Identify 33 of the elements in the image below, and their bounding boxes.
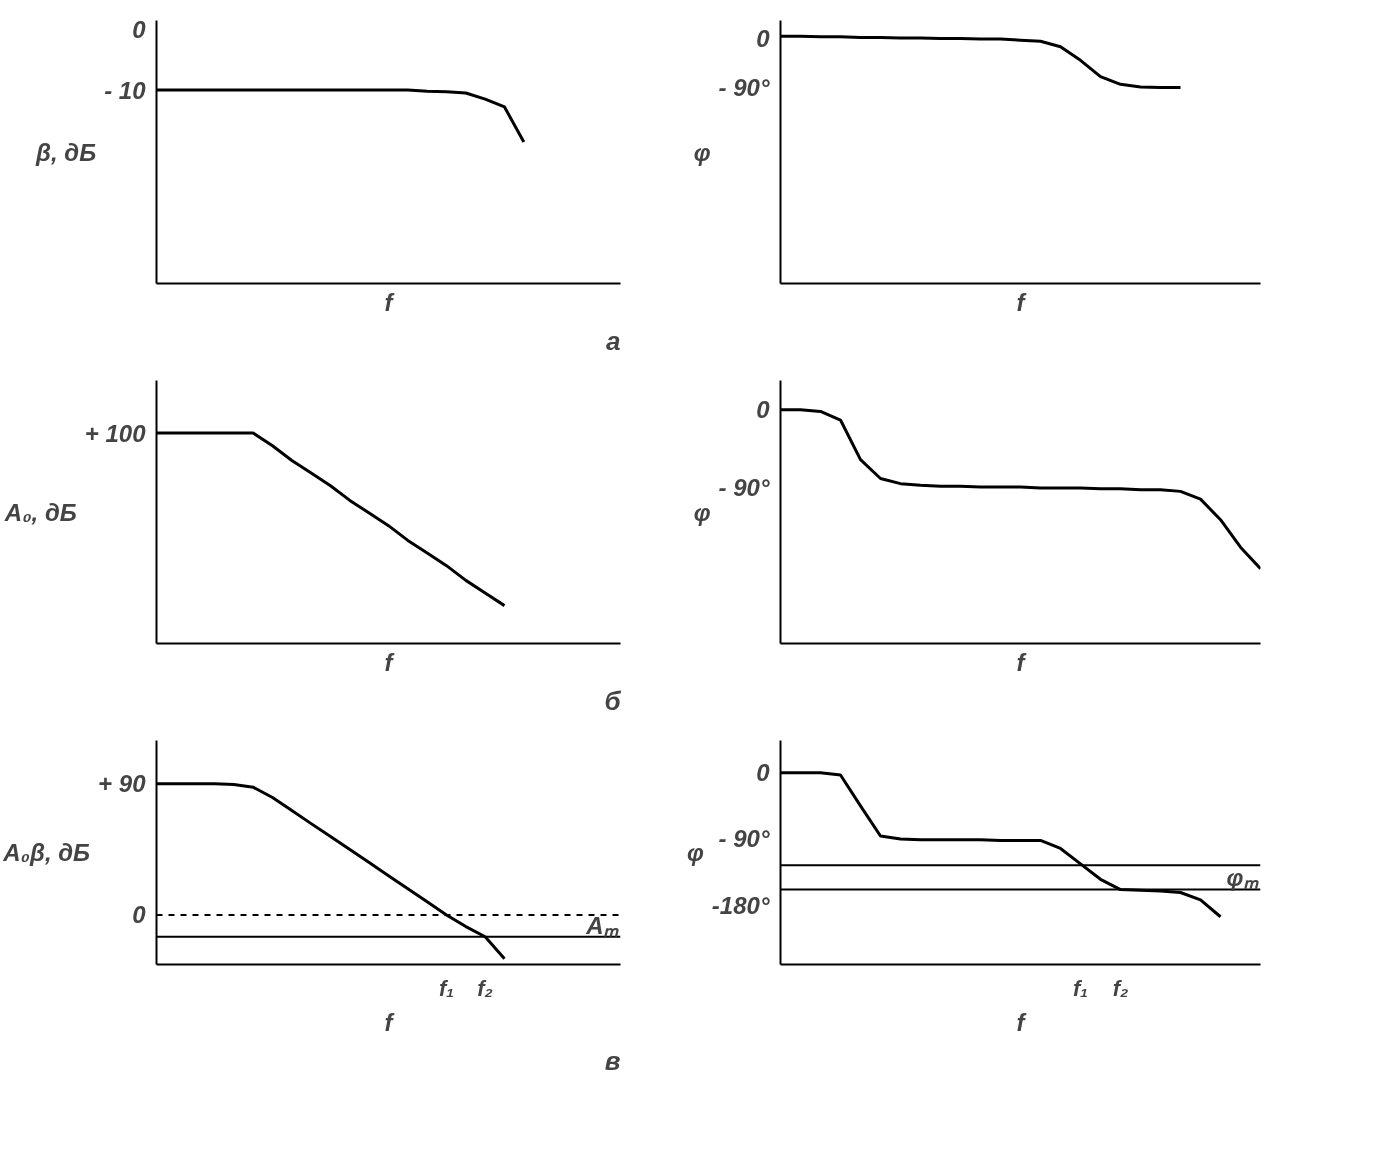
x-tick-label: f₂: [1112, 975, 1129, 1001]
x-axis-title: f: [1016, 1008, 1027, 1036]
x-tick-label: f₂: [477, 975, 494, 1001]
y-tick-label: -180°: [711, 891, 770, 919]
y-tick-label: 0: [132, 16, 147, 44]
y-tick-label: 0: [756, 396, 771, 424]
x-axis-title: f: [384, 1008, 395, 1036]
y-axis-title: φ: [693, 498, 711, 526]
y-axis-title: φ: [693, 138, 711, 166]
x-axis-title: f: [384, 288, 395, 316]
y-axis-title: φ: [686, 839, 704, 866]
y-axis-title: A₀β, дБ: [2, 839, 91, 866]
text: а: [606, 325, 621, 356]
annotation: Aₘ: [585, 912, 619, 940]
y-tick-label: 0: [756, 25, 771, 53]
y-tick-label: - 10: [104, 76, 147, 104]
text: б: [604, 685, 622, 716]
text: + 100: [84, 419, 147, 447]
y-tick-label: - 90°: [718, 473, 770, 501]
x-axis-title: f: [1016, 648, 1027, 676]
text: в: [604, 1045, 621, 1076]
y-axis-title: A₀, дБ: [3, 498, 77, 526]
x-axis-title: f: [384, 648, 395, 676]
y-tick-label: 0: [756, 759, 771, 787]
x-tick-label: f₁: [1072, 975, 1089, 1001]
x-tick-label: f₁: [438, 975, 455, 1001]
y-axis-title: β, дБ: [35, 138, 97, 166]
y-tick-label: 0: [132, 901, 147, 929]
y-tick-label: - 90°: [718, 74, 770, 102]
annotation: φₘ: [1226, 863, 1259, 891]
x-axis-title: f: [1016, 288, 1027, 316]
y-tick-label: + 90: [98, 770, 147, 798]
y-tick-label: - 90°: [718, 825, 770, 853]
